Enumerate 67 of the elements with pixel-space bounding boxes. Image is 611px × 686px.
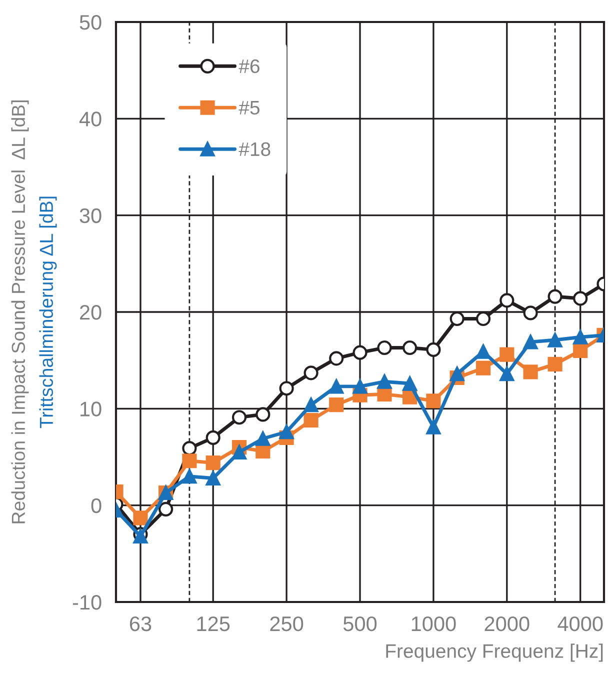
point: [256, 431, 270, 446]
y-axis-title: Reduction in Impact Sound Pressure Level ΔL [dB]: [11, 100, 29, 524]
y-tick-label: 0: [91, 498, 102, 514]
point: [329, 379, 344, 394]
point: [377, 386, 392, 402]
y-tick-label: 30: [80, 208, 102, 224]
y-tick-label: -10: [72, 595, 102, 610]
x-tick-label: 500: [343, 616, 377, 632]
point: [279, 424, 294, 440]
point: [206, 470, 220, 486]
point: [182, 469, 197, 484]
point: [377, 374, 392, 389]
x-tick-label: 1000: [412, 616, 456, 632]
point: [206, 430, 220, 445]
point: [573, 291, 588, 306]
y-tick-label: 20: [80, 305, 102, 320]
point: [304, 412, 318, 428]
x-tick-label: 125: [197, 616, 230, 632]
point: [548, 289, 562, 304]
text: Trittschallminderung ΔL [dB]: [39, 196, 57, 428]
x-tick-label: 2000: [484, 616, 530, 632]
y-tick-label: 40: [79, 112, 102, 126]
point: [279, 381, 294, 396]
point: [476, 311, 491, 326]
point: [232, 410, 247, 425]
point: [426, 394, 441, 408]
point: [304, 398, 318, 412]
point: [329, 398, 344, 412]
point: [133, 510, 148, 526]
point: [523, 364, 538, 380]
point: [182, 441, 197, 456]
x-axis-title: Frequency Frequenz [Hz]: [386, 644, 603, 662]
y-tick-label: 50: [80, 15, 102, 30]
x-tick-label: 250: [270, 616, 304, 632]
legend-label: #18: [238, 142, 270, 156]
point: [352, 345, 368, 360]
point: [523, 306, 538, 320]
point: [548, 332, 562, 348]
legend-label: #5: [238, 101, 260, 115]
point: [573, 330, 588, 344]
x-tick-label: 63: [130, 616, 152, 632]
point: [573, 343, 588, 358]
point: [329, 351, 344, 366]
point: [256, 407, 270, 422]
point: [232, 444, 247, 460]
point: [158, 502, 174, 516]
point: [523, 334, 538, 350]
point: [450, 366, 464, 382]
point: [500, 347, 514, 362]
point: [352, 379, 368, 394]
point: [426, 420, 441, 434]
point: [476, 344, 491, 359]
point: [548, 356, 562, 372]
point: [206, 456, 220, 470]
y-tick-label: 10: [80, 402, 102, 416]
point: [402, 340, 418, 356]
point: [476, 360, 491, 376]
point: [182, 454, 197, 468]
point: [377, 340, 392, 356]
point: [402, 376, 418, 391]
point: [500, 293, 514, 308]
point: [426, 342, 441, 357]
x-tick-label: 4000: [558, 616, 603, 632]
point: [450, 311, 464, 326]
point: [304, 366, 318, 380]
point: [500, 366, 514, 382]
legend-label: #6: [238, 59, 260, 74]
